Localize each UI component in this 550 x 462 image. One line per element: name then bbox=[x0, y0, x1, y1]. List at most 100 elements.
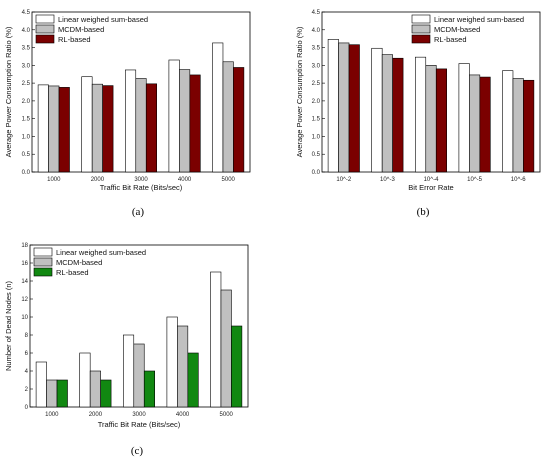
y-tick-label: 0.0 bbox=[22, 170, 31, 176]
y-tick-label: 0 bbox=[25, 405, 29, 411]
bar-a-s0-2000 bbox=[81, 76, 93, 173]
y-tick-label: 10 bbox=[21, 315, 28, 321]
y-tick-label: 1.0 bbox=[22, 134, 31, 140]
y-tick-label: 4.5 bbox=[22, 10, 31, 16]
y-axis-title-b: Average Power Consumption Ratio (%) bbox=[295, 26, 304, 157]
y-tick-label: 2.0 bbox=[22, 99, 31, 105]
bar-b-s0-10^-3 bbox=[371, 47, 383, 173]
bar-c-s0-4000 bbox=[166, 316, 178, 408]
y-tick-label: 0.5 bbox=[22, 152, 31, 158]
y-axis-title-c: Number of Dead Nodes (n) bbox=[4, 280, 13, 371]
legend-swatch bbox=[33, 247, 53, 257]
y-tick-label: 3.5 bbox=[312, 46, 321, 52]
bars-a bbox=[37, 42, 245, 173]
bar-b-s2-10^-5 bbox=[479, 76, 491, 173]
bar-b-s1-10^-5 bbox=[469, 74, 481, 173]
x-tick-label: 3000 bbox=[134, 177, 148, 183]
legend-label: Linear weighed sum-based bbox=[56, 248, 146, 257]
bar-a-s2-2000 bbox=[102, 85, 114, 173]
legend-label: MCDM-based bbox=[56, 258, 102, 267]
legend-label: RL-based bbox=[56, 268, 89, 277]
bar-a-s0-5000 bbox=[212, 42, 224, 173]
bar-b-s0-10^-4 bbox=[415, 56, 427, 173]
bar-a-s2-3000 bbox=[145, 83, 157, 173]
legend-c: Linear weighed sum-basedMCDM-basedRL-bas… bbox=[33, 247, 146, 277]
bar-c-s1-3000 bbox=[133, 343, 145, 408]
bar-b-s0-10^-5 bbox=[458, 63, 470, 173]
legend-a: Linear weighed sum-basedMCDM-basedRL-bas… bbox=[35, 14, 148, 44]
x-tick-label: 1000 bbox=[47, 177, 61, 183]
bar-c-s2-5000 bbox=[231, 325, 243, 408]
y-tick-label: 3.0 bbox=[22, 63, 31, 69]
legend-label: Linear weighed sum-based bbox=[58, 15, 148, 24]
bar-c-s1-1000 bbox=[46, 379, 58, 408]
legend-swatch bbox=[35, 34, 55, 44]
y-tick-label: 1.0 bbox=[312, 134, 321, 140]
caption-a: (a) bbox=[132, 206, 145, 218]
x-tick-label: 4000 bbox=[176, 412, 190, 418]
bars-c bbox=[35, 271, 243, 408]
legend-label: Linear weighed sum-based bbox=[434, 15, 524, 24]
x-tick-label: 1000 bbox=[45, 412, 59, 418]
bar-b-s1-10^-2 bbox=[338, 42, 350, 173]
bar-a-s0-3000 bbox=[125, 69, 137, 173]
bar-b-s1-10^-3 bbox=[381, 54, 393, 173]
bar-a-s1-4000 bbox=[179, 69, 191, 173]
legend-b: Linear weighed sum-basedMCDM-basedRL-bas… bbox=[411, 14, 524, 44]
y-tick-label: 1.5 bbox=[22, 117, 31, 123]
bar-c-s2-4000 bbox=[187, 352, 199, 408]
legend-label: RL-based bbox=[58, 35, 91, 44]
bar-a-s2-4000 bbox=[189, 74, 201, 173]
bar-a-s1-3000 bbox=[135, 78, 147, 173]
x-axis-title-a: Traffic Bit Rate (Bits/sec) bbox=[100, 183, 183, 192]
bars-b bbox=[327, 39, 535, 173]
legend-swatch bbox=[35, 14, 55, 24]
bar-a-s1-2000 bbox=[91, 83, 103, 173]
bar-a-s1-5000 bbox=[222, 61, 234, 173]
legend-label: MCDM-based bbox=[58, 25, 104, 34]
bar-b-s2-10^-6 bbox=[523, 79, 535, 173]
bar-c-s0-1000 bbox=[35, 361, 47, 408]
y-tick-label: 14 bbox=[21, 279, 28, 285]
legend-label: MCDM-based bbox=[434, 25, 480, 34]
x-tick-label: 2000 bbox=[91, 177, 105, 183]
bar-c-s1-2000 bbox=[89, 370, 101, 408]
x-tick-label: 3000 bbox=[132, 412, 146, 418]
bar-c-s0-5000 bbox=[210, 271, 222, 408]
bar-a-s0-1000 bbox=[37, 84, 49, 173]
bar-c-s1-5000 bbox=[220, 289, 232, 408]
bar-b-s0-10^-2 bbox=[327, 39, 339, 173]
y-tick-label: 2 bbox=[25, 387, 29, 393]
y-tick-label: 16 bbox=[21, 261, 28, 267]
legend-swatch bbox=[35, 24, 55, 34]
chart-a: 0.0 0.5 1.0 1.5 2.0 2.5 3.0 3.5 4.0 4.5 1000 2000 3… bbox=[4, 10, 251, 218]
bar-b-s1-10^-6 bbox=[512, 78, 524, 173]
x-tick-label: 10^-6 bbox=[511, 177, 526, 183]
y-tick-label: 8 bbox=[25, 333, 29, 339]
x-tick-label: 10^-5 bbox=[467, 177, 482, 183]
y-tick-label: 18 bbox=[21, 243, 28, 249]
bar-a-s2-5000 bbox=[233, 67, 245, 173]
bar-c-s2-3000 bbox=[143, 370, 155, 408]
y-axis-title-a: Average Power Consumption Ratio (%) bbox=[4, 26, 13, 157]
y-tick-labels-c: 0 2 4 6 8 10 12 14 16 18 bbox=[21, 243, 33, 411]
x-axis-title-b: Bit Error Rate bbox=[408, 183, 453, 192]
bar-a-s0-4000 bbox=[168, 59, 180, 173]
bar-c-s0-2000 bbox=[79, 352, 91, 408]
y-tick-label: 4.0 bbox=[22, 28, 31, 34]
y-tick-label: 4.0 bbox=[312, 28, 321, 34]
x-tick-label: 5000 bbox=[220, 412, 234, 418]
bar-a-s2-1000 bbox=[58, 87, 70, 173]
legend-swatch bbox=[411, 14, 431, 24]
y-tick-labels-b: 0.0 0.5 1.0 1.5 2.0 2.5 3.0 3.5 4.0 4.5 bbox=[312, 10, 325, 176]
legend-swatch bbox=[411, 24, 431, 34]
bar-c-s1-4000 bbox=[177, 325, 189, 408]
legend-label: RL-based bbox=[434, 35, 467, 44]
caption-b: (b) bbox=[417, 206, 430, 218]
legend-swatch bbox=[411, 34, 431, 44]
x-tick-label: 10^-3 bbox=[380, 177, 395, 183]
x-tick-label: 10^-4 bbox=[424, 177, 439, 183]
x-tick-label: 10^-2 bbox=[336, 177, 351, 183]
bar-b-s2-10^-3 bbox=[392, 57, 404, 173]
